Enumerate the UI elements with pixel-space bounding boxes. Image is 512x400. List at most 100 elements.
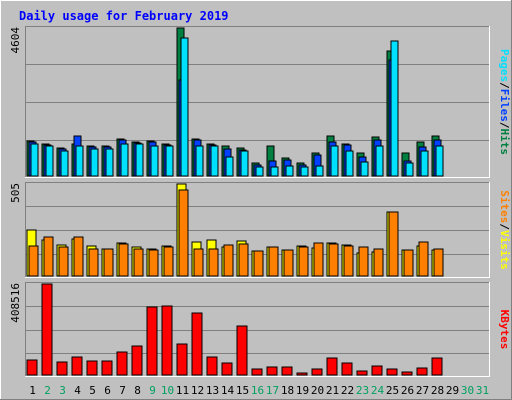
x-tick-label: 28: [431, 384, 444, 397]
x-tick-label: 26: [401, 384, 414, 397]
bar-sites-day-24: [373, 248, 384, 277]
bar-sites-day-15: [238, 243, 249, 277]
x-tick-label: 7: [119, 384, 126, 397]
x-tick-label: 16: [251, 384, 264, 397]
bar-pages-day-2: [45, 145, 54, 177]
bar-pages-day-14: [225, 156, 234, 177]
bar-pages-day-25: [390, 40, 399, 177]
bar-sites-day-19: [298, 246, 309, 277]
legend-separator: /: [498, 122, 511, 129]
x-tick-label: 23: [356, 384, 369, 397]
x-tick-label: 25: [386, 384, 399, 397]
bar-sites-day-8: [133, 248, 144, 277]
bar-sites-day-20: [313, 242, 324, 277]
x-tick-label: 31: [476, 384, 489, 397]
bar-sites-day-7: [118, 243, 129, 277]
bar-sites-day-14: [223, 244, 234, 277]
bar-pages-day-26: [405, 162, 414, 177]
bar-pages-day-1: [30, 143, 39, 177]
x-axis-labels: 1 2 3 4 5 6 7 8 9 10 11 12 13 14 15 16 17 18 19 20 21 22 23 24 2…: [29, 384, 489, 397]
bar-sites-day-21: [328, 243, 339, 277]
bar-sites-day-17: [268, 246, 279, 277]
x-tick-label: 5: [89, 384, 96, 397]
bar-pages-day-6: [105, 148, 114, 177]
bar-pages-day-17: [270, 166, 279, 177]
y-max-label-bottom: 408516: [9, 283, 22, 323]
bar-pages-day-20: [315, 165, 324, 177]
x-tick-label: 30: [461, 384, 474, 397]
legend-hits: Hits: [498, 129, 511, 156]
bar-pages-day-18: [285, 165, 294, 177]
bar-kbytes-day-16: [251, 368, 263, 376]
legend-sites: Sites: [498, 190, 511, 223]
legend-separator: /: [498, 82, 511, 89]
bar-sites-day-4: [73, 236, 84, 277]
y-max-label-middle: 505: [9, 183, 22, 203]
bar-kbytes-day-15: [236, 325, 248, 376]
x-tick-label: 27: [416, 384, 429, 397]
bar-sites-day-5: [88, 248, 99, 277]
bar-sites-day-12: [193, 248, 204, 277]
legend-bottom: KBytes: [498, 310, 511, 350]
legend-middle: Sites/Visits: [498, 190, 511, 270]
bar-kbytes-day-13: [206, 356, 218, 376]
bar-kbytes-day-12: [191, 312, 203, 376]
bar-pages-day-8: [135, 143, 144, 177]
x-tick-label: 4: [74, 384, 81, 397]
bar-pages-day-28: [435, 145, 444, 177]
legend-separator: /: [498, 223, 511, 230]
x-tick-label: 10: [161, 384, 174, 397]
bar-pages-day-9: [150, 145, 159, 177]
bar-kbytes-day-10: [161, 305, 173, 376]
bar-pages-day-19: [300, 166, 309, 177]
x-tick-label: 12: [191, 384, 204, 397]
bar-kbytes-day-22: [341, 362, 353, 376]
x-tick-label: 8: [134, 384, 141, 397]
bar-kbytes-day-4: [71, 356, 83, 376]
bar-pages-day-3: [60, 150, 69, 177]
x-tick-label: 19: [296, 384, 309, 397]
panel-middle: 505 Sites/Visits: [9, 182, 511, 278]
x-tick-label: 9: [149, 384, 156, 397]
bar-kbytes-day-11: [176, 343, 188, 376]
bar-kbytes-day-6: [101, 360, 113, 376]
bar-kbytes-day-26: [401, 371, 413, 376]
bar-sites-day-27: [418, 241, 429, 277]
bar-kbytes-day-25: [386, 368, 398, 376]
bar-kbytes-day-8: [131, 345, 143, 376]
bar-pages-day-4: [75, 145, 84, 177]
bar-sites-day-28: [433, 248, 444, 277]
bar-sites-day-10: [163, 246, 174, 277]
bar-kbytes-day-2: [41, 283, 53, 376]
bar-pages-day-10: [165, 145, 174, 177]
bar-kbytes-day-18: [281, 366, 293, 376]
legend-files: Files: [498, 89, 511, 122]
bar-kbytes-day-20: [311, 368, 323, 376]
bar-kbytes-day-14: [221, 362, 233, 376]
x-tick-label: 1: [29, 384, 36, 397]
chart-title: Daily usage for February 2019: [19, 9, 229, 23]
bar-pages-day-23: [360, 161, 369, 177]
x-tick-label: 17: [266, 384, 279, 397]
x-tick-label: 29: [446, 384, 459, 397]
bar-sites-day-22: [343, 245, 354, 277]
x-tick-label: 20: [311, 384, 324, 397]
bar-kbytes-day-3: [56, 361, 68, 376]
bar-pages-day-13: [210, 145, 219, 177]
bar-sites-day-18: [283, 249, 294, 277]
bar-pages-day-22: [345, 150, 354, 177]
bar-sites-day-13: [208, 248, 219, 277]
x-tick-label: 18: [281, 384, 294, 397]
x-tick-label: 24: [371, 384, 385, 397]
bar-sites-day-26: [403, 249, 414, 277]
legend-visits: Visits: [498, 230, 511, 270]
bar-sites-day-2: [43, 236, 54, 277]
bar-sites-day-11: [178, 189, 189, 277]
bar-sites-day-23: [358, 246, 369, 277]
bar-kbytes-day-28: [431, 357, 443, 376]
bar-kbytes-day-7: [116, 351, 128, 376]
bar-sites-day-3: [58, 246, 69, 277]
bar-pages-day-12: [195, 145, 204, 177]
